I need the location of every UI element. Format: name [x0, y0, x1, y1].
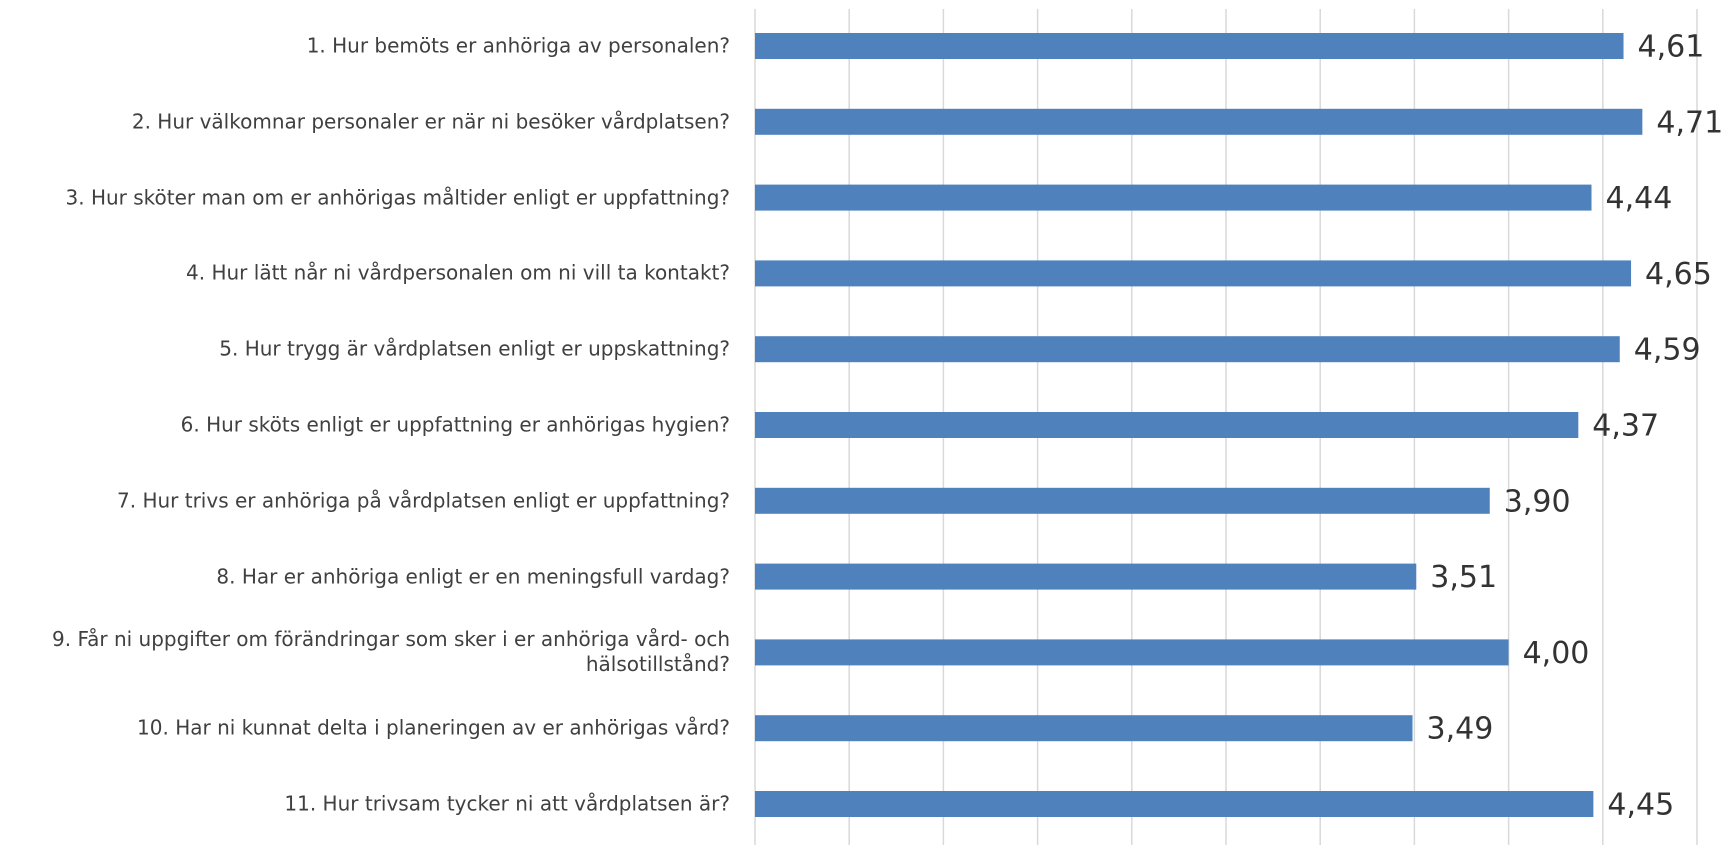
category-label: 7. Hur trivs er anhöriga på vårdplatsen … [117, 488, 730, 513]
value-label: 4,00 [1523, 636, 1590, 671]
bar [755, 33, 1624, 59]
value-label: 4,71 [1656, 105, 1723, 140]
category-label: 10. Har ni kunnat delta i planeringen av… [137, 715, 730, 740]
value-label: 4,37 [1592, 409, 1659, 444]
category-label: 4. Hur lätt når ni vårdpersonalen om ni … [186, 260, 730, 285]
category-label: 6. Hur sköts enligt er uppfattning er an… [180, 412, 730, 437]
value-label: 4,61 [1638, 30, 1705, 65]
value-label: 3,51 [1430, 560, 1497, 595]
bar [755, 184, 1592, 211]
bar [755, 108, 1643, 135]
value-label: 4,65 [1645, 257, 1712, 292]
bar [755, 487, 1490, 514]
category-label: 1. Hur bemöts er anhöriga av personalen? [306, 33, 730, 58]
category-label: 9. Får ni uppgifter om förändringar som … [52, 627, 730, 677]
value-label: 4,59 [1634, 333, 1701, 368]
bar [755, 412, 1579, 438]
bar [755, 563, 1417, 590]
bar [755, 260, 1632, 287]
category-label: 5. Hur trygg är vårdplatsen enligt er up… [219, 336, 730, 361]
bar [755, 639, 1509, 666]
value-label: 3,90 [1504, 484, 1571, 519]
category-label: 2. Hur välkomnar personaler er när ni be… [131, 109, 730, 134]
category-label: 3. Hur sköter man om er anhörigas måltid… [65, 185, 730, 210]
bar [755, 336, 1620, 363]
value-label: 3,49 [1427, 712, 1494, 747]
category-label: 8. Har er anhöriga enligt er en meningsf… [216, 564, 730, 589]
bar [755, 715, 1413, 742]
value-label: 4,44 [1605, 181, 1672, 216]
category-label: 11. Hur trivsam tycker ni att vårdplatse… [284, 791, 730, 816]
value-label: 4,45 [1607, 788, 1674, 823]
bar [755, 791, 1594, 817]
